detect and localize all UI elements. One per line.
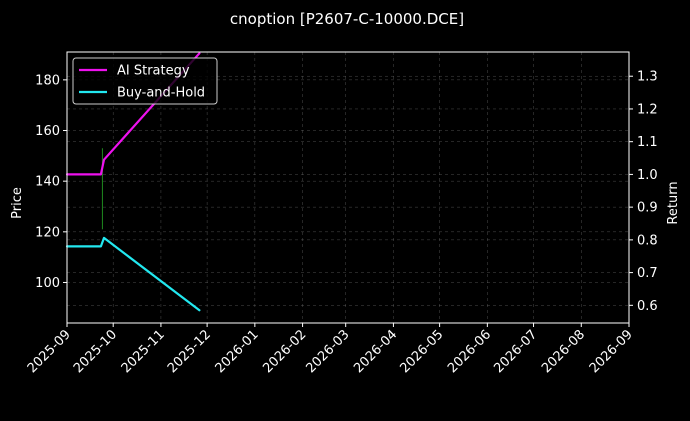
y-tick-label-right: 1.0 — [637, 168, 658, 183]
series-layer — [65, 52, 201, 312]
legend-label: Buy-and-Hold — [117, 86, 205, 101]
y-axis-right-label: Return — [666, 181, 681, 224]
legend-box — [72, 57, 218, 105]
y-tick-label-right: 1.2 — [637, 102, 658, 117]
y-tick-label-left: 120 — [35, 225, 60, 240]
y-tick-label-right: 1.1 — [637, 135, 658, 150]
y-tick-label-left: 140 — [35, 175, 60, 190]
chart-title: cnoption [P2607-C-10000.DCE] — [230, 10, 464, 28]
y-tick-label-left: 100 — [35, 276, 60, 291]
y-tick-label-right: 0.9 — [637, 201, 658, 216]
series-line-buy-and-hold — [65, 236, 201, 312]
legend-label: AI Strategy — [117, 64, 190, 79]
grid — [66, 52, 630, 323]
y-tick-label-right: 0.6 — [637, 299, 658, 314]
plot-frame — [66, 51, 630, 324]
y-tick-label-left: 180 — [35, 73, 60, 88]
y-tick-label-right: 0.8 — [637, 233, 658, 248]
y-tick-label-left: 160 — [35, 124, 60, 139]
legend: AI Strategy Buy-and-Hold — [72, 57, 218, 105]
y-tick-label-right: 0.7 — [637, 266, 658, 281]
series-line-ai-strategy — [65, 52, 201, 176]
y-axis-left-label: Price — [10, 187, 25, 219]
y-tick-label-right: 1.3 — [637, 70, 658, 85]
